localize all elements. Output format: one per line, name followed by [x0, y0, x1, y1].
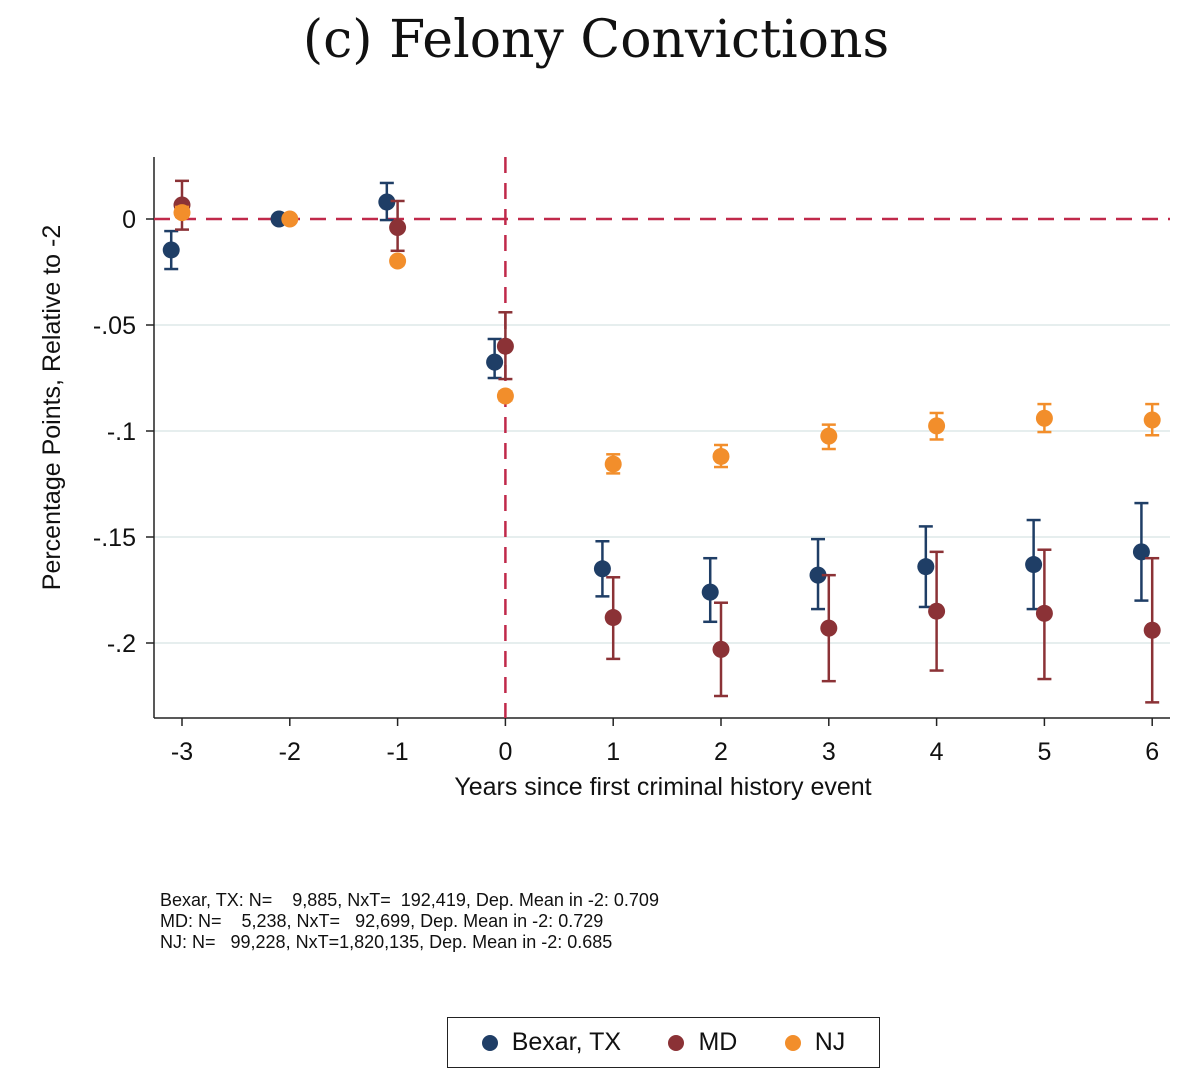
- y-tick-label: -.1: [107, 418, 136, 446]
- data-point: [701, 583, 719, 601]
- data-point: [389, 252, 407, 270]
- data-point: [389, 218, 407, 236]
- data-point: [712, 640, 730, 658]
- x-tick-label: 2: [714, 738, 728, 766]
- data-point: [281, 210, 299, 228]
- chart-title: (c) Felony Convictions: [302, 10, 890, 70]
- x-tick-label: -2: [279, 738, 301, 766]
- x-tick-label: 3: [822, 738, 836, 766]
- data-point: [593, 560, 611, 578]
- data-point: [162, 241, 180, 259]
- data-point: [928, 602, 946, 620]
- data-point: [1035, 604, 1053, 622]
- y-tick-label: -.2: [107, 630, 136, 658]
- legend-marker-bexar: [481, 1034, 498, 1051]
- data-point: [820, 427, 838, 445]
- x-tick-label: 6: [1145, 738, 1159, 766]
- data-point: [928, 417, 946, 435]
- data-point: [604, 455, 622, 473]
- note-nj: NJ: N= 99,228, NxT=1,820,135, Dep. Mean …: [160, 932, 613, 952]
- y-axis-label: Percentage Points, Relative to -2: [38, 225, 66, 590]
- data-point: [496, 387, 514, 405]
- data-point: [1025, 556, 1043, 574]
- data-point: [486, 353, 504, 371]
- data-point: [496, 337, 514, 355]
- series-md: [173, 179, 1161, 704]
- legend-label-md: MD: [698, 1028, 738, 1056]
- x-tick-label: 1: [606, 738, 620, 766]
- note-bexar: Bexar, TX: N= 9,885, NxT= 192,419, Dep. …: [160, 890, 659, 910]
- data-point: [917, 558, 935, 576]
- x-tick-label: -1: [386, 738, 408, 766]
- legend-item-md: MD: [668, 1028, 737, 1057]
- y-tick-label: -.05: [93, 312, 136, 340]
- note-md: MD: N= 5,238, NxT= 92,699, Dep. Mean in …: [160, 911, 604, 931]
- sample-notes: Bexar, TX: N= 9,885, NxT= 192,419, Dep. …: [160, 890, 659, 953]
- legend-label-bexar: Bexar, TX: [511, 1028, 622, 1056]
- series-nj: [173, 204, 1161, 475]
- data-point: [1143, 621, 1161, 639]
- legend-item-bexar: Bexar, TX: [481, 1028, 622, 1057]
- x-tick-label: -3: [171, 738, 193, 766]
- legend-item-nj: NJ: [784, 1028, 846, 1057]
- legend: Bexar, TX MD NJ: [447, 1017, 880, 1068]
- legend-label-nj: NJ: [814, 1028, 846, 1056]
- data-point: [604, 609, 622, 627]
- legend-marker-nj: [784, 1034, 801, 1051]
- legend-marker-md: [668, 1034, 685, 1051]
- data-point: [1143, 411, 1161, 429]
- plot-area: 0 -.05 -.1 -.15 -.2 -3 -2 -1 0 1 2 3 4 5 6 Years since …: [38, 157, 1170, 801]
- data-point: [173, 204, 191, 222]
- data-point: [809, 566, 827, 584]
- series-bexar-tx: [162, 181, 1150, 624]
- x-tick-label: 0: [498, 738, 512, 766]
- data-point: [820, 619, 838, 637]
- x-axis-label: Years since first criminal history event: [454, 773, 871, 801]
- data-point: [1132, 543, 1150, 561]
- y-tick-label: 0: [122, 206, 136, 234]
- data-point: [378, 193, 396, 211]
- data-point: [1035, 409, 1053, 427]
- x-tick-label: 5: [1037, 738, 1051, 766]
- data-point: [712, 447, 730, 465]
- x-tick-label: 4: [930, 738, 944, 766]
- y-tick-label: -.15: [93, 524, 136, 552]
